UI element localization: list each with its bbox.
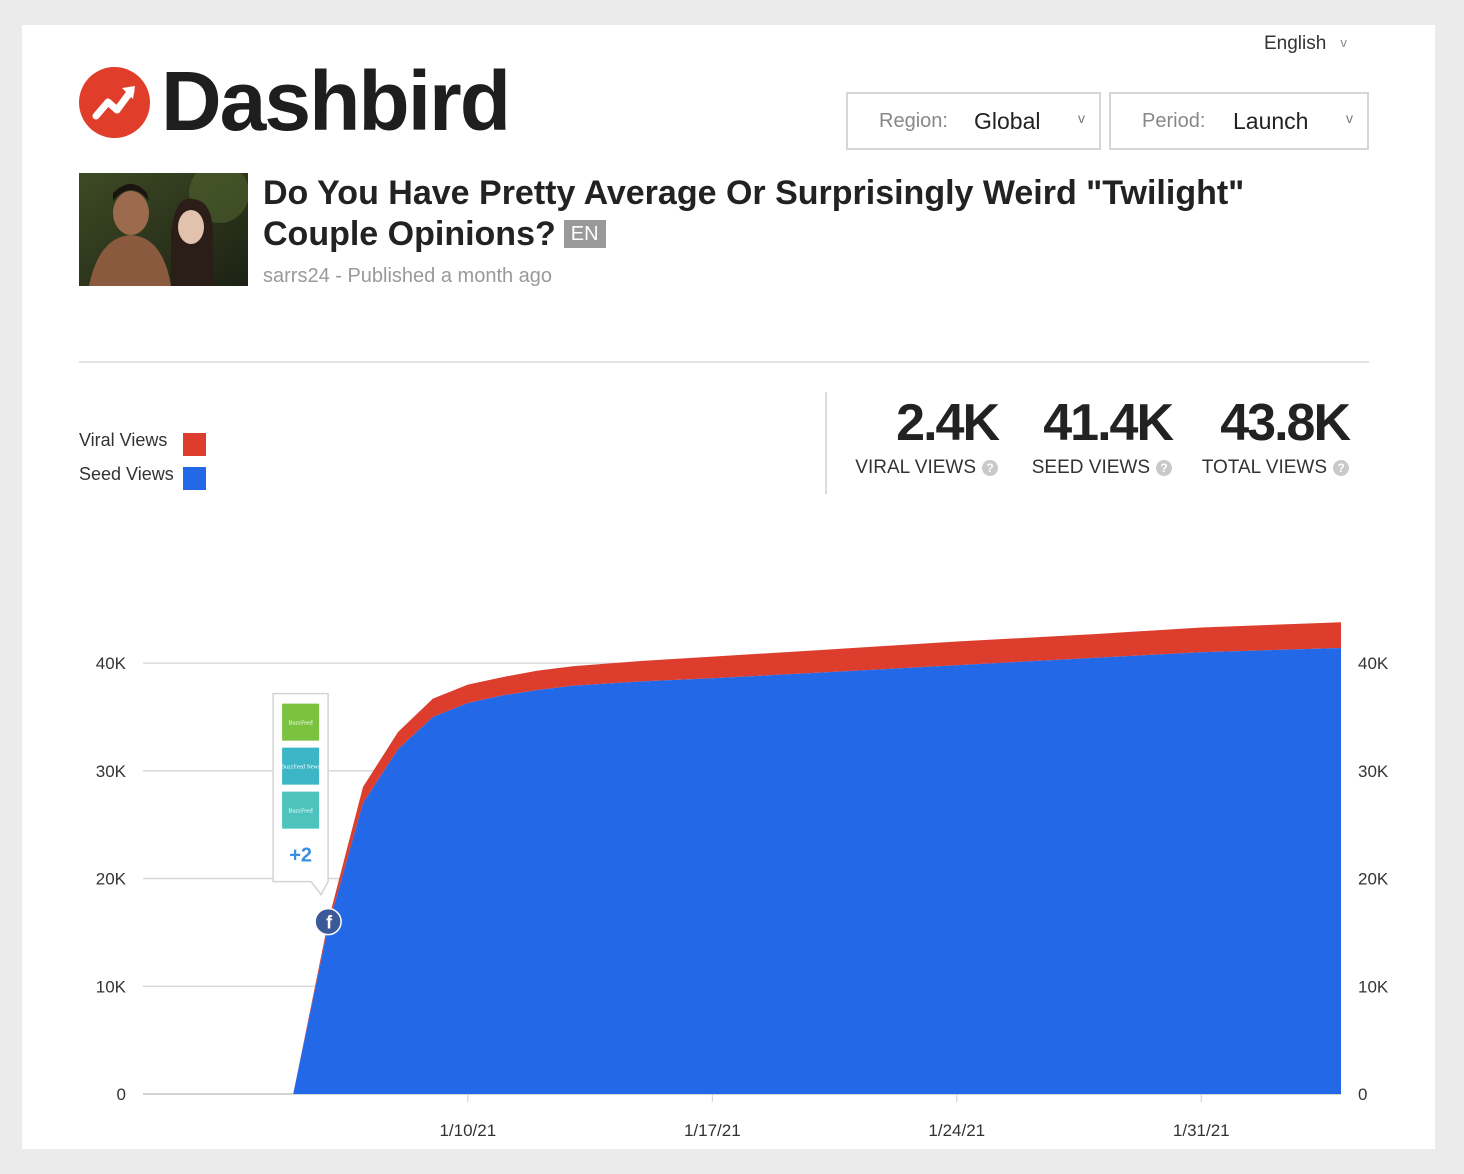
article-title[interactable]: Do You Have Pretty Average Or Surprising… [263, 173, 1343, 255]
y-tick-label-left: 40K [96, 654, 127, 673]
help-icon[interactable]: ? [982, 460, 998, 476]
region-value: Global [974, 108, 1041, 134]
help-icon[interactable]: ? [1333, 460, 1349, 476]
buzzfeed-community-icon [282, 791, 320, 829]
more-sources-count[interactable]: +2 [289, 845, 312, 867]
article-meta: sarrs24 - Published a month ago [263, 265, 553, 287]
y-tick-label-left: 0 [117, 1085, 126, 1104]
region-label: Region: [879, 110, 948, 132]
language-label: English [1264, 33, 1327, 54]
region-select[interactable]: Region: Global v [846, 92, 1101, 150]
y-tick-label-right: 40K [1358, 654, 1389, 673]
y-tick-label-left: 20K [96, 870, 127, 889]
stat-caption: SEED VIEWS [1031, 457, 1150, 478]
stat-viral-views: 2.4K VIRAL VIEWS? [852, 393, 1000, 479]
y-tick-label-right: 0 [1358, 1085, 1367, 1104]
chevron-down-icon: v [1346, 110, 1353, 126]
legend-item-seed[interactable]: Seed Views [79, 464, 206, 498]
chart-annotation: BuzzFeed BuzzFeed News BuzzFeed +2 f [272, 692, 342, 936]
stat-caption: TOTAL VIEWS [1201, 457, 1327, 478]
chart-axes: 0 0 10K 10K 20K 20K 30K 30K 40K 40K 1/10/21 1/17/21… [96, 654, 1389, 1140]
language-badge: EN [563, 220, 606, 248]
y-tick-label-right: 20K [1358, 870, 1389, 889]
divider [79, 361, 1369, 363]
legend-swatch-viral [183, 433, 206, 456]
buzzfeed-geeky-icon [282, 703, 320, 741]
buzzfeed-news-icon [282, 747, 320, 785]
x-tick-label: 1/17/21 [684, 1121, 741, 1140]
facebook-icon[interactable] [314, 907, 342, 936]
stat-seed-views: 41.4K SEED VIEWS? [1022, 393, 1174, 479]
dashboard-panel: English v Dashbird Region: Global v Perio… [22, 25, 1435, 1149]
stat-value: 41.4K [1043, 394, 1174, 452]
stat-total-views: 43.8K TOTAL VIEWS? [1192, 393, 1351, 479]
facebook-icon: f [326, 913, 333, 933]
y-tick-label-left: 10K [96, 977, 127, 996]
legend-label: Seed Views [79, 464, 174, 484]
y-tick-label-left: 30K [96, 762, 127, 781]
buzzfeed-community-icon: BuzzFeed [289, 809, 313, 815]
legend-swatch-seed [183, 467, 206, 490]
help-icon[interactable]: ? [1156, 460, 1172, 476]
y-tick-label-right: 30K [1358, 762, 1389, 781]
chart-areas [293, 622, 1342, 1094]
stat-value: 43.8K [1220, 394, 1351, 452]
trending-arrow-icon [79, 67, 150, 138]
chart-legend: Viral Views Seed Views [79, 430, 206, 498]
stats-divider [825, 392, 827, 494]
x-tick-label: 1/24/21 [928, 1121, 985, 1140]
views-chart[interactable]: 0 0 10K 10K 20K 20K 30K 30K 40K 40K 1/10/21 1/17/21… [22, 600, 1435, 1150]
article-title-text: Do You Have Pretty Average Or Surprising… [263, 174, 1245, 253]
seed-views-area [293, 648, 1342, 1094]
article-thumbnail[interactable] [79, 173, 248, 286]
chevron-down-icon: v [1340, 35, 1347, 50]
language-selector[interactable]: English v [1264, 33, 1347, 55]
stat-value: 2.4K [896, 394, 1000, 452]
x-tick-label: 1/10/21 [439, 1121, 496, 1140]
period-label: Period: [1142, 110, 1206, 132]
buzzfeed-geeky-icon: BuzzFeed [289, 721, 313, 727]
legend-item-viral[interactable]: Viral Views [79, 430, 206, 464]
y-tick-label-right: 10K [1358, 977, 1389, 996]
stat-caption: VIRAL VIEWS [855, 457, 976, 478]
buzzfeed-news-icon: BuzzFeed News [281, 765, 321, 771]
period-select[interactable]: Period: Launch v [1109, 92, 1369, 150]
brand-name: Dashbird [161, 54, 511, 148]
period-value: Launch [1233, 108, 1309, 134]
x-tick-label: 1/31/21 [1173, 1121, 1230, 1140]
chevron-down-icon: v [1078, 110, 1085, 126]
legend-label: Viral Views [79, 430, 168, 450]
